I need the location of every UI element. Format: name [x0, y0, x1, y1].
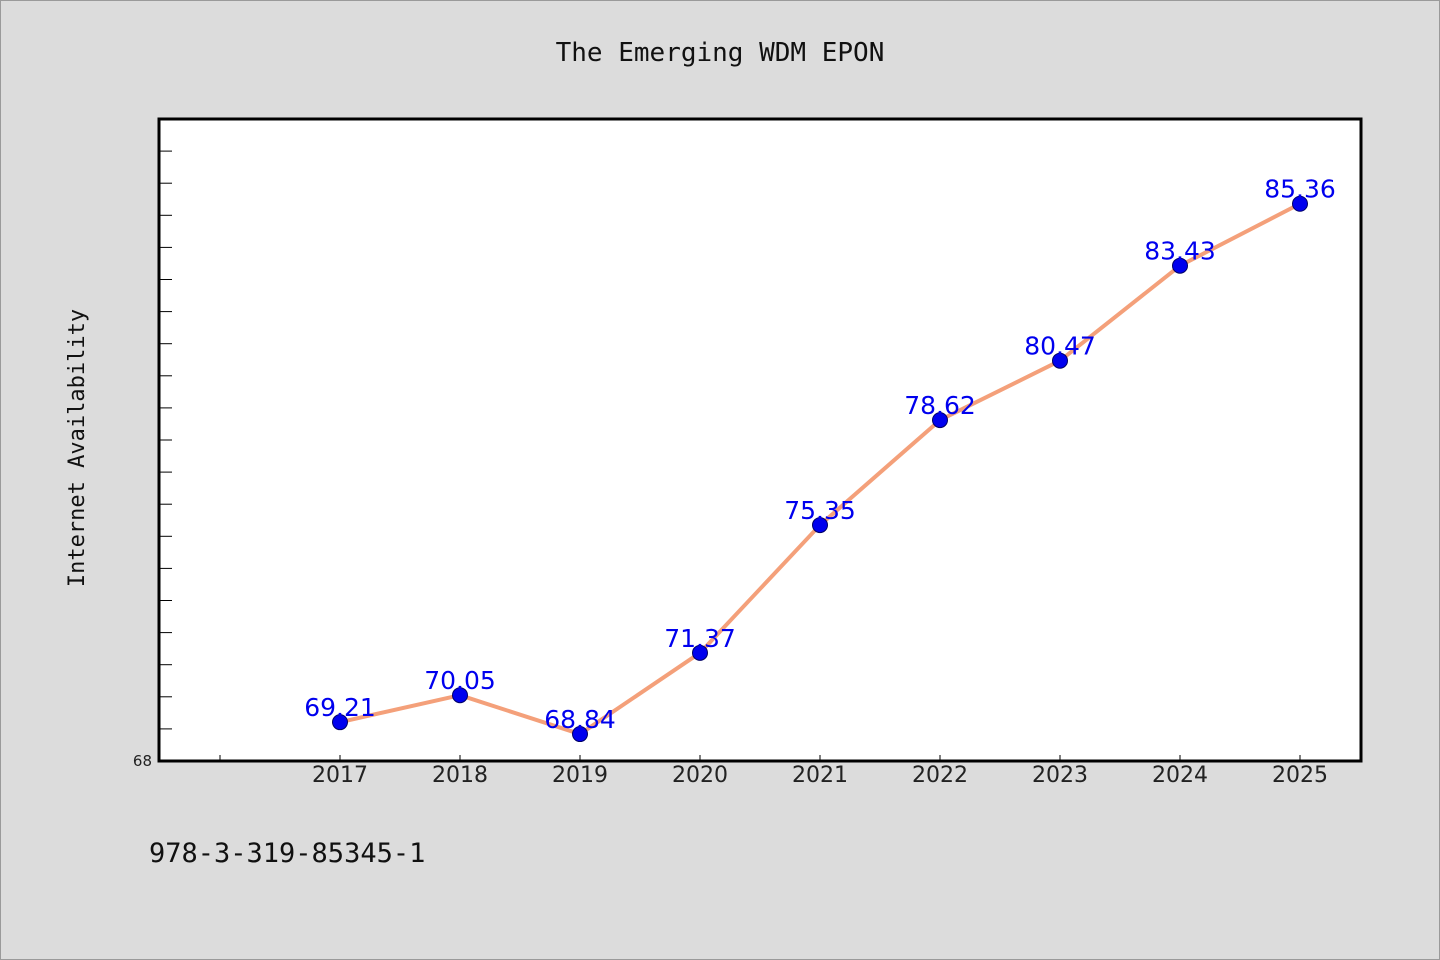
- x-tick-label: 2017: [312, 763, 368, 788]
- data-point-marker: [932, 412, 948, 429]
- data-label: 68.84: [544, 705, 616, 734]
- x-tick-label: 2025: [1272, 763, 1328, 788]
- data-point-marker: [1172, 257, 1188, 274]
- data-point-marker: [572, 726, 588, 743]
- x-tick-label: 2024: [1152, 763, 1208, 788]
- data-label: 75.35: [784, 496, 856, 525]
- chart-title: The Emerging WDM EPON: [556, 38, 885, 68]
- data-label: 83.43: [1144, 237, 1216, 266]
- y-axis-ticks: [158, 150, 172, 730]
- x-axis-tick-labels: 2017 2018 2019 2020 2021 2022 2023 2024 2025: [312, 763, 1328, 788]
- data-label: 71.37: [664, 624, 736, 653]
- x-tick-label: 2018: [432, 763, 488, 788]
- x-tick-label: 2021: [792, 763, 848, 788]
- data-label: 80.47: [1024, 332, 1096, 361]
- data-point-marker: [332, 714, 348, 731]
- data-label: 70.05: [424, 666, 496, 695]
- x-tick-label: 2019: [552, 763, 608, 788]
- data-label: 69.21: [304, 693, 376, 722]
- data-point-marker: [1292, 195, 1308, 212]
- x-axis-ticks: [219, 755, 1301, 761]
- y-axis-label: Internet Availability: [65, 309, 90, 587]
- y-tick-label-68: 68: [133, 752, 152, 770]
- data-point-marker: [452, 687, 468, 704]
- x-tick-label: 2020: [672, 763, 728, 788]
- data-point-marker: [692, 644, 708, 661]
- markers-group: [332, 195, 1308, 743]
- footnote: 978-3-319-85345-1: [149, 838, 425, 869]
- x-tick-label: 2022: [912, 763, 968, 788]
- plot-area: [157, 117, 1363, 763]
- data-point-marker: [812, 517, 828, 534]
- data-point-marker: [1052, 352, 1068, 369]
- data-label: 85.36: [1264, 175, 1336, 204]
- data-label: 78.62: [904, 391, 976, 420]
- data-labels-group: 69.21 70.05 68.84 71.37 75.35 78.62 80.47 83.43…: [304, 175, 1336, 734]
- x-tick-label: 2023: [1032, 763, 1088, 788]
